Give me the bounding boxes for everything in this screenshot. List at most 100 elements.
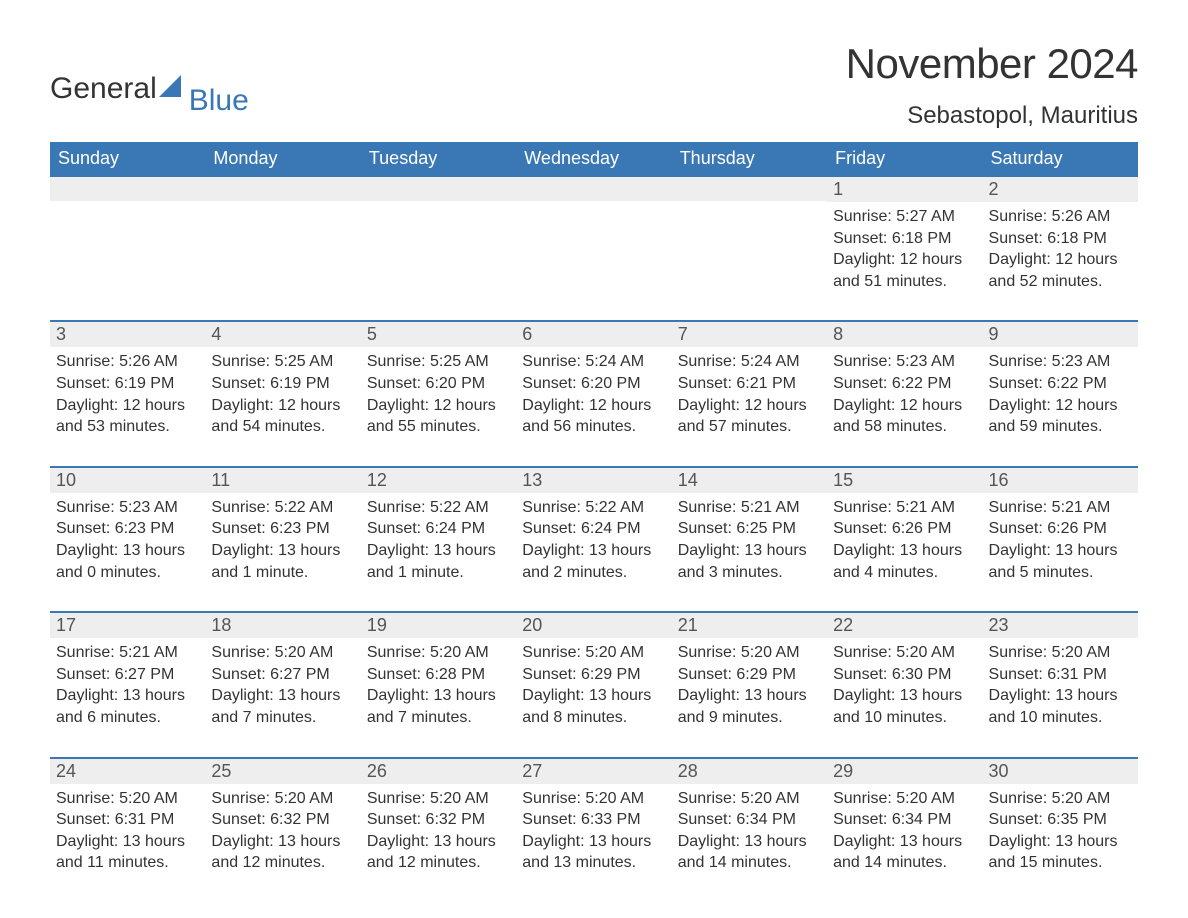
sunset-text: Sunset: 6:26 PM [989, 518, 1132, 540]
daylight-text: Daylight: 12 hours and 51 minutes. [833, 249, 976, 292]
day-number: 2 [983, 177, 1138, 202]
sunset-text: Sunset: 6:31 PM [56, 809, 199, 831]
sunset-text: Sunset: 6:29 PM [522, 664, 665, 686]
day-cell: 10Sunrise: 5:23 AMSunset: 6:23 PMDayligh… [50, 467, 205, 612]
sunrise-text: Sunrise: 5:20 AM [211, 788, 354, 810]
sunrise-text: Sunrise: 5:20 AM [367, 788, 510, 810]
sunrise-text: Sunrise: 5:20 AM [833, 642, 976, 664]
day-cell: 5Sunrise: 5:25 AMSunset: 6:20 PMDaylight… [361, 321, 516, 466]
day-number: 1 [827, 177, 982, 202]
sunset-text: Sunset: 6:34 PM [678, 809, 821, 831]
sunrise-text: Sunrise: 5:25 AM [367, 351, 510, 373]
daylight-text: Daylight: 13 hours and 12 minutes. [211, 831, 354, 874]
sunset-text: Sunset: 6:27 PM [56, 664, 199, 686]
day-cell: 23Sunrise: 5:20 AMSunset: 6:31 PMDayligh… [983, 612, 1138, 757]
daylight-text: Daylight: 12 hours and 55 minutes. [367, 395, 510, 438]
sunrise-text: Sunrise: 5:23 AM [989, 351, 1132, 373]
day-content: Sunrise: 5:26 AMSunset: 6:18 PMDaylight:… [983, 202, 1138, 320]
logo: General Blue [50, 40, 249, 118]
sunset-text: Sunset: 6:35 PM [989, 809, 1132, 831]
daylight-text: Daylight: 13 hours and 1 minute. [211, 540, 354, 583]
day-header: Saturday [983, 142, 1138, 176]
day-number: 30 [983, 759, 1138, 784]
daylight-text: Daylight: 12 hours and 57 minutes. [678, 395, 821, 438]
sunset-text: Sunset: 6:31 PM [989, 664, 1132, 686]
day-cell: 25Sunrise: 5:20 AMSunset: 6:32 PMDayligh… [205, 758, 360, 902]
day-cell [205, 176, 360, 321]
day-number: 6 [516, 322, 671, 347]
sunrise-text: Sunrise: 5:20 AM [522, 788, 665, 810]
day-cell: 27Sunrise: 5:20 AMSunset: 6:33 PMDayligh… [516, 758, 671, 902]
day-number: 9 [983, 322, 1138, 347]
day-content: Sunrise: 5:20 AMSunset: 6:35 PMDaylight:… [983, 784, 1138, 902]
day-cell [672, 176, 827, 321]
day-number-bar [50, 177, 205, 201]
sunrise-text: Sunrise: 5:20 AM [833, 788, 976, 810]
day-number: 28 [672, 759, 827, 784]
daylight-text: Daylight: 13 hours and 14 minutes. [678, 831, 821, 874]
day-number: 14 [672, 468, 827, 493]
day-number: 27 [516, 759, 671, 784]
sunset-text: Sunset: 6:22 PM [833, 373, 976, 395]
daylight-text: Daylight: 12 hours and 58 minutes. [833, 395, 976, 438]
day-cell: 18Sunrise: 5:20 AMSunset: 6:27 PMDayligh… [205, 612, 360, 757]
day-cell: 17Sunrise: 5:21 AMSunset: 6:27 PMDayligh… [50, 612, 205, 757]
sunrise-text: Sunrise: 5:22 AM [522, 497, 665, 519]
logo-sail-icon [159, 75, 189, 104]
day-cell: 16Sunrise: 5:21 AMSunset: 6:26 PMDayligh… [983, 467, 1138, 612]
sunset-text: Sunset: 6:19 PM [56, 373, 199, 395]
daylight-text: Daylight: 13 hours and 1 minute. [367, 540, 510, 583]
daylight-text: Daylight: 13 hours and 0 minutes. [56, 540, 199, 583]
day-header-row: SundayMondayTuesdayWednesdayThursdayFrid… [50, 142, 1138, 176]
day-cell: 19Sunrise: 5:20 AMSunset: 6:28 PMDayligh… [361, 612, 516, 757]
daylight-text: Daylight: 13 hours and 4 minutes. [833, 540, 976, 583]
sunrise-text: Sunrise: 5:24 AM [678, 351, 821, 373]
daylight-text: Daylight: 13 hours and 11 minutes. [56, 831, 199, 874]
day-cell: 21Sunrise: 5:20 AMSunset: 6:29 PMDayligh… [672, 612, 827, 757]
daylight-text: Daylight: 13 hours and 8 minutes. [522, 685, 665, 728]
day-cell: 6Sunrise: 5:24 AMSunset: 6:20 PMDaylight… [516, 321, 671, 466]
sunset-text: Sunset: 6:34 PM [833, 809, 976, 831]
sunrise-text: Sunrise: 5:20 AM [989, 788, 1132, 810]
day-content: Sunrise: 5:27 AMSunset: 6:18 PMDaylight:… [827, 202, 982, 320]
week-row: 1Sunrise: 5:27 AMSunset: 6:18 PMDaylight… [50, 176, 1138, 321]
day-cell: 7Sunrise: 5:24 AMSunset: 6:21 PMDaylight… [672, 321, 827, 466]
daylight-text: Daylight: 13 hours and 2 minutes. [522, 540, 665, 583]
day-cell: 11Sunrise: 5:22 AMSunset: 6:23 PMDayligh… [205, 467, 360, 612]
day-number: 10 [50, 468, 205, 493]
day-number: 11 [205, 468, 360, 493]
sunrise-text: Sunrise: 5:22 AM [367, 497, 510, 519]
daylight-text: Daylight: 13 hours and 7 minutes. [367, 685, 510, 728]
sunrise-text: Sunrise: 5:26 AM [989, 206, 1132, 228]
day-cell: 9Sunrise: 5:23 AMSunset: 6:22 PMDaylight… [983, 321, 1138, 466]
day-content: Sunrise: 5:25 AMSunset: 6:19 PMDaylight:… [205, 347, 360, 465]
day-number: 5 [361, 322, 516, 347]
day-content: Sunrise: 5:26 AMSunset: 6:19 PMDaylight:… [50, 347, 205, 465]
sunset-text: Sunset: 6:20 PM [522, 373, 665, 395]
sunset-text: Sunset: 6:18 PM [989, 228, 1132, 250]
logo-text-general: General [50, 72, 157, 106]
day-cell [50, 176, 205, 321]
daylight-text: Daylight: 13 hours and 15 minutes. [989, 831, 1132, 874]
sunset-text: Sunset: 6:18 PM [833, 228, 976, 250]
daylight-text: Daylight: 12 hours and 54 minutes. [211, 395, 354, 438]
day-content: Sunrise: 5:23 AMSunset: 6:23 PMDaylight:… [50, 493, 205, 611]
logo-text-blue: Blue [189, 84, 249, 118]
day-content: Sunrise: 5:20 AMSunset: 6:31 PMDaylight:… [50, 784, 205, 902]
day-number: 3 [50, 322, 205, 347]
day-content: Sunrise: 5:21 AMSunset: 6:26 PMDaylight:… [983, 493, 1138, 611]
daylight-text: Daylight: 12 hours and 56 minutes. [522, 395, 665, 438]
day-cell: 30Sunrise: 5:20 AMSunset: 6:35 PMDayligh… [983, 758, 1138, 902]
day-content [361, 201, 516, 281]
day-content: Sunrise: 5:20 AMSunset: 6:33 PMDaylight:… [516, 784, 671, 902]
day-cell: 26Sunrise: 5:20 AMSunset: 6:32 PMDayligh… [361, 758, 516, 902]
day-content: Sunrise: 5:20 AMSunset: 6:32 PMDaylight:… [205, 784, 360, 902]
daylight-text: Daylight: 13 hours and 9 minutes. [678, 685, 821, 728]
day-cell: 29Sunrise: 5:20 AMSunset: 6:34 PMDayligh… [827, 758, 982, 902]
week-row: 3Sunrise: 5:26 AMSunset: 6:19 PMDaylight… [50, 321, 1138, 466]
daylight-text: Daylight: 13 hours and 10 minutes. [989, 685, 1132, 728]
day-content [205, 201, 360, 281]
day-number: 24 [50, 759, 205, 784]
day-number-bar [672, 177, 827, 201]
day-content: Sunrise: 5:20 AMSunset: 6:34 PMDaylight:… [827, 784, 982, 902]
